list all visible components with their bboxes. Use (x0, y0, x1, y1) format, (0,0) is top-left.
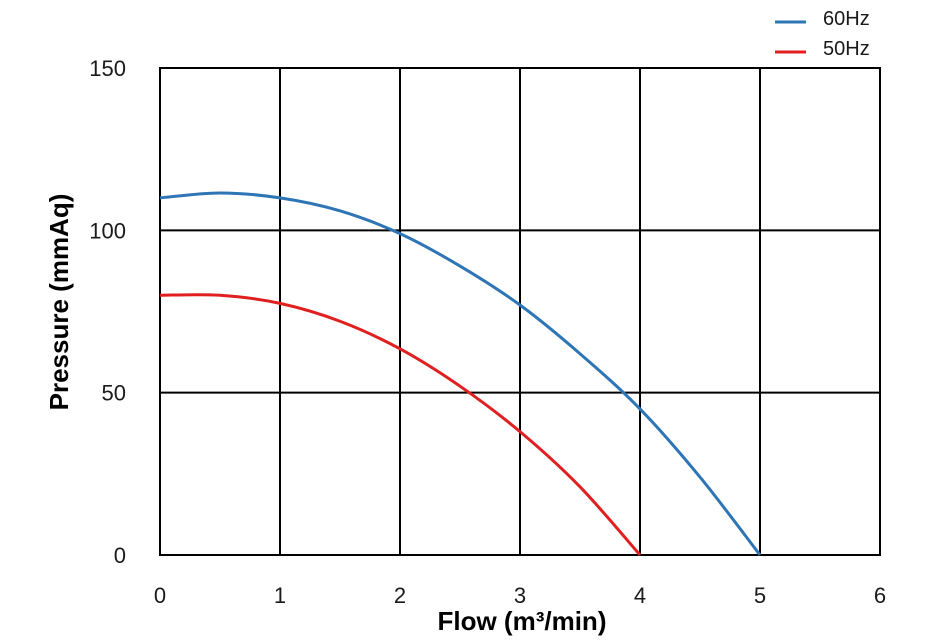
x-tick-label: 5 (754, 583, 766, 608)
y-tick-label: 50 (102, 381, 126, 406)
x-tick-label: 2 (394, 583, 406, 608)
x-tick-label: 0 (154, 583, 166, 608)
x-axis-title: Flow (m³/min) (438, 606, 607, 636)
y-axis-title: Pressure (mmAq) (44, 194, 74, 411)
series-layer (159, 191, 762, 556)
x-tick-labels: 0 1 2 3 4 5 6 (154, 583, 886, 608)
y-tick-labels: 0 50 100 150 (89, 56, 126, 568)
x-tick-label: 3 (514, 583, 526, 608)
grid (160, 68, 880, 555)
x-tick-label: 1 (274, 583, 286, 608)
x-tick-label: 6 (874, 583, 886, 608)
x-tick-label: 4 (634, 583, 646, 608)
y-tick-label: 150 (89, 56, 126, 81)
series-line-50Hz (159, 293, 642, 556)
series-line-60Hz (159, 191, 762, 556)
legend-label-50Hz: 50Hz (823, 38, 870, 60)
y-tick-label: 0 (114, 543, 126, 568)
legend-label-60Hz: 60Hz (823, 8, 870, 30)
legend: 60Hz 50Hz (775, 8, 870, 60)
y-tick-label: 100 (89, 218, 126, 243)
